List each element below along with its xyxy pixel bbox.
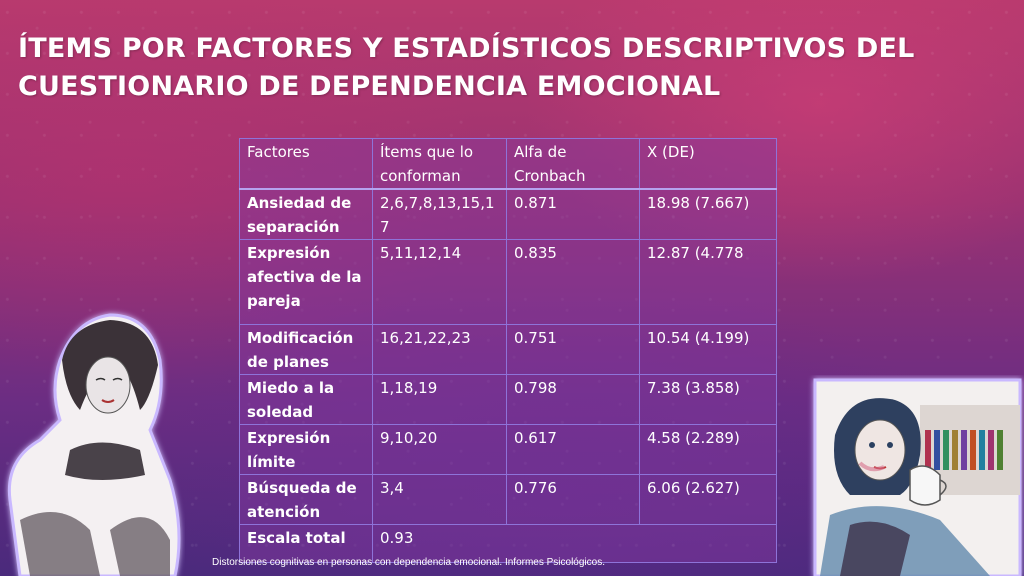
factor-alpha: 0.751 [506, 324, 640, 375]
factor-mean-sd: 7.38 (3.858) [639, 374, 777, 425]
table-row: Ansiedad de separación 2,6,7,8,13,15,17 … [239, 188, 777, 240]
factor-name: Modificación de planes [239, 324, 373, 375]
table-row: Búsqueda de atención 3,4 0.776 6.06 (2.6… [239, 474, 777, 525]
factor-mean-sd: 10.54 (4.199) [639, 324, 777, 375]
table-row: Miedo a la soledad 1,18,19 0.798 7.38 (3… [239, 374, 777, 425]
source-caption: Distorsiones cognitivas en personas con … [212, 557, 605, 568]
table-header-row: Factores Ítems que lo conforman Alfa de … [239, 138, 777, 190]
sketch-woman-crouching-illustration [7, 313, 181, 576]
total-label: Escala total [239, 524, 373, 563]
table-row: Expresión afectiva de la pareja 5,11,12,… [239, 239, 777, 325]
factor-mean-sd: 4.58 (2.289) [639, 424, 777, 475]
factor-name: Expresión afectiva de la pareja [239, 239, 373, 325]
factor-items: 16,21,22,23 [372, 324, 507, 375]
factors-table: Factores Ítems que lo conforman Alfa de … [239, 138, 777, 563]
factor-name: Ansiedad de separación [239, 188, 373, 240]
factor-items: 3,4 [372, 474, 507, 525]
header-media-de: X (DE) [639, 138, 777, 190]
slide-title: ÍTEMS POR FACTORES Y ESTADÍSTICOS DESCRI… [18, 30, 918, 106]
header-alfa: Alfa de Cronbach [506, 138, 640, 190]
factor-name: Expresión límite [239, 424, 373, 475]
header-factores: Factores [239, 138, 373, 190]
factor-name: Búsqueda de atención [239, 474, 373, 525]
table-row-total: Escala total 0.93 [239, 524, 777, 563]
factor-alpha: 0.617 [506, 424, 640, 475]
factor-items: 5,11,12,14 [372, 239, 507, 325]
factor-items: 1,18,19 [372, 374, 507, 425]
total-value: 0.93 [372, 524, 777, 563]
table-row: Expresión límite 9,10,20 0.617 4.58 (2.2… [239, 424, 777, 475]
factor-alpha: 0.776 [506, 474, 640, 525]
factor-mean-sd: 18.98 (7.667) [639, 188, 777, 240]
factor-name: Miedo a la soledad [239, 374, 373, 425]
factor-mean-sd: 6.06 (2.627) [639, 474, 777, 525]
factor-alpha: 0.798 [506, 374, 640, 425]
table-row: Modificación de planes 16,21,22,23 0.751… [239, 324, 777, 375]
factor-mean-sd: 12.87 (4.778 [639, 239, 777, 325]
sketch-woman-with-cup-illustration [813, 378, 1022, 576]
slide-title-line-1: ÍTEMS POR FACTORES Y ESTADÍSTICOS DESCRI… [18, 33, 915, 64]
factor-alpha: 0.835 [506, 239, 640, 325]
factor-alpha: 0.871 [506, 188, 640, 240]
factor-items: 9,10,20 [372, 424, 507, 475]
slide-title-line-2: CUESTIONARIO DE DEPENDENCIA EMOCIONAL [18, 71, 721, 102]
factor-items: 2,6,7,8,13,15,17 [372, 188, 507, 240]
header-items: Ítems que lo conforman [372, 138, 507, 190]
